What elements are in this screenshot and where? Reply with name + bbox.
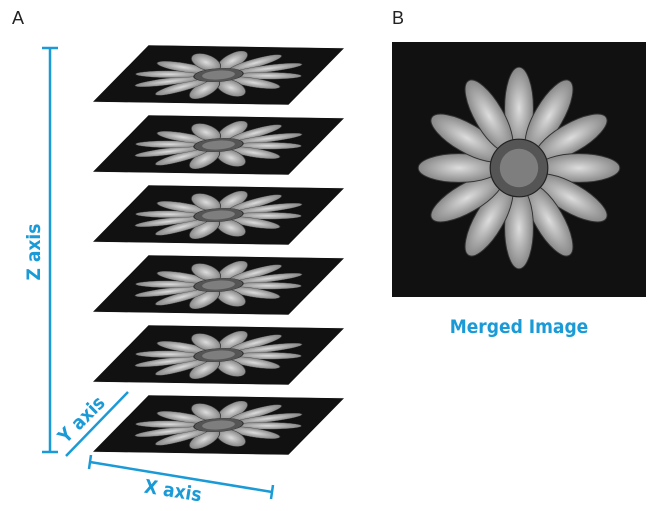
image-stack [92,45,345,455]
caption: Merged Image [450,316,589,338]
axis-label: Z axis [23,224,45,281]
merged-image [392,42,646,297]
x-axis: X axis [87,454,275,506]
z-axis: Z axis [23,46,58,454]
panel-label: A [12,8,24,28]
panel-label: B [392,8,404,28]
